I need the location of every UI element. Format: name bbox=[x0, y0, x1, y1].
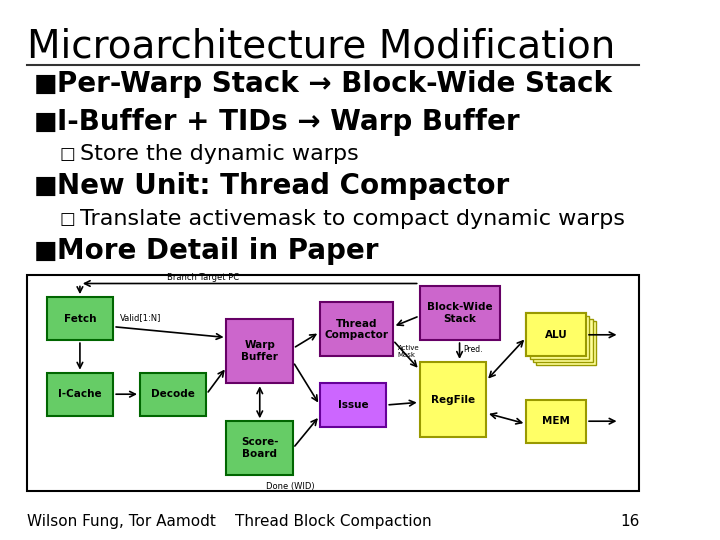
Text: Fetch: Fetch bbox=[63, 314, 96, 323]
Text: RegFile: RegFile bbox=[431, 395, 475, 404]
FancyBboxPatch shape bbox=[140, 373, 207, 416]
FancyBboxPatch shape bbox=[533, 319, 593, 362]
Text: ALU: ALU bbox=[545, 330, 567, 340]
Text: I-Buffer + TIDs → Warp Buffer: I-Buffer + TIDs → Warp Buffer bbox=[57, 107, 519, 136]
Text: MEM: MEM bbox=[542, 416, 570, 426]
FancyBboxPatch shape bbox=[227, 421, 293, 475]
Text: Thread Block Compaction: Thread Block Compaction bbox=[235, 514, 431, 529]
Text: Issue: Issue bbox=[338, 400, 369, 410]
Text: Block-Wide
Stack: Block-Wide Stack bbox=[427, 302, 492, 324]
Text: Warp
Buffer: Warp Buffer bbox=[241, 340, 278, 362]
Text: Translate activemask to compact dynamic warps: Translate activemask to compact dynamic … bbox=[80, 208, 625, 229]
FancyBboxPatch shape bbox=[526, 313, 586, 356]
Text: □: □ bbox=[60, 145, 76, 163]
FancyBboxPatch shape bbox=[526, 313, 586, 356]
Text: Branch Target PC: Branch Target PC bbox=[166, 273, 238, 282]
Text: ■: ■ bbox=[33, 174, 57, 198]
Text: 16: 16 bbox=[620, 514, 639, 529]
Text: □: □ bbox=[60, 210, 76, 228]
FancyBboxPatch shape bbox=[536, 321, 596, 365]
FancyBboxPatch shape bbox=[227, 319, 293, 383]
FancyBboxPatch shape bbox=[47, 373, 113, 416]
Text: Score-
Board: Score- Board bbox=[241, 437, 279, 459]
Text: I-Cache: I-Cache bbox=[58, 389, 102, 399]
Text: Microarchitecture Modification: Microarchitecture Modification bbox=[27, 27, 615, 65]
Text: Done (WID): Done (WID) bbox=[266, 482, 315, 491]
Text: ■: ■ bbox=[33, 239, 57, 263]
Text: ALU: ALU bbox=[545, 330, 567, 340]
Text: ■: ■ bbox=[33, 72, 57, 96]
FancyBboxPatch shape bbox=[320, 383, 387, 427]
Text: Thread
Compactor: Thread Compactor bbox=[324, 319, 388, 340]
Text: Per-Warp Stack → Block-Wide Stack: Per-Warp Stack → Block-Wide Stack bbox=[57, 70, 611, 98]
Text: Valid[1:N]: Valid[1:N] bbox=[120, 313, 161, 322]
FancyBboxPatch shape bbox=[27, 275, 639, 491]
FancyBboxPatch shape bbox=[420, 286, 500, 340]
Text: Decode: Decode bbox=[151, 389, 195, 399]
FancyBboxPatch shape bbox=[47, 297, 113, 340]
FancyBboxPatch shape bbox=[320, 302, 393, 356]
Text: ■: ■ bbox=[33, 110, 57, 133]
Text: Store the dynamic warps: Store the dynamic warps bbox=[80, 144, 359, 164]
FancyBboxPatch shape bbox=[420, 362, 486, 437]
Text: More Detail in Paper: More Detail in Paper bbox=[57, 237, 378, 265]
FancyBboxPatch shape bbox=[529, 316, 590, 359]
FancyBboxPatch shape bbox=[526, 400, 586, 443]
Text: Active
Mask: Active Mask bbox=[397, 346, 419, 359]
Text: Wilson Fung, Tor Aamodt: Wilson Fung, Tor Aamodt bbox=[27, 514, 215, 529]
Text: New Unit: Thread Compactor: New Unit: Thread Compactor bbox=[57, 172, 509, 200]
Text: Pred.: Pred. bbox=[463, 345, 482, 354]
